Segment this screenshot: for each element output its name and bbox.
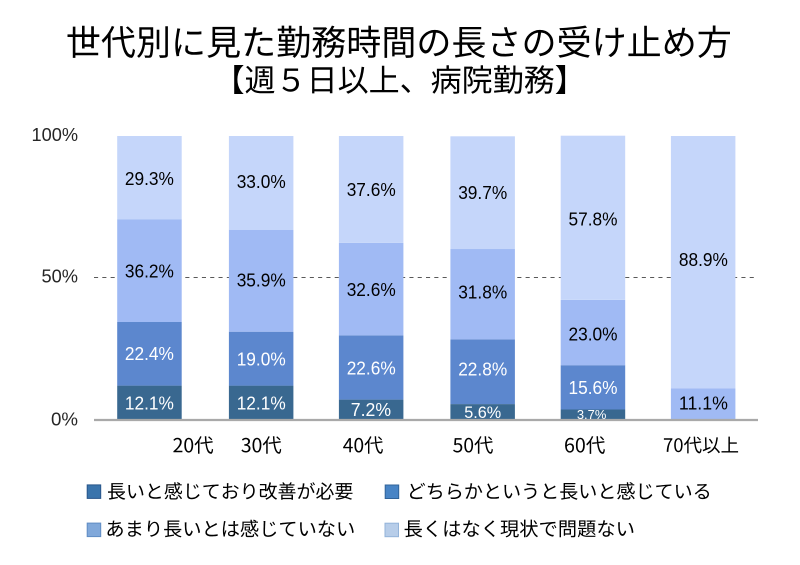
- svg-text:57.8%: 57.8%: [569, 209, 618, 230]
- svg-text:29.3%: 29.3%: [125, 168, 174, 189]
- svg-text:5.6%: 5.6%: [464, 404, 501, 422]
- svg-text:31.8%: 31.8%: [458, 281, 507, 302]
- svg-text:33.0%: 33.0%: [237, 171, 286, 192]
- svg-text:0%: 0%: [51, 409, 78, 430]
- svg-text:50%: 50%: [42, 266, 79, 287]
- svg-text:22.6%: 22.6%: [347, 357, 396, 378]
- svg-text:7.2%: 7.2%: [351, 399, 391, 420]
- svg-text:39.7%: 39.7%: [458, 182, 507, 203]
- svg-text:37.6%: 37.6%: [347, 179, 396, 200]
- svg-text:11.1%: 11.1%: [679, 393, 728, 414]
- svg-text:32.6%: 32.6%: [347, 279, 396, 300]
- svg-text:35.9%: 35.9%: [237, 270, 286, 291]
- svg-text:12.1%: 12.1%: [237, 393, 286, 414]
- svg-text:22.4%: 22.4%: [125, 343, 174, 364]
- svg-text:36.2%: 36.2%: [125, 260, 174, 281]
- svg-text:23.0%: 23.0%: [569, 323, 618, 344]
- svg-text:15.6%: 15.6%: [569, 377, 618, 398]
- svg-text:3.7%: 3.7%: [577, 407, 607, 422]
- svg-text:19.0%: 19.0%: [237, 349, 286, 370]
- svg-text:22.8%: 22.8%: [458, 358, 507, 379]
- svg-text:12.1%: 12.1%: [125, 393, 174, 414]
- svg-text:100%: 100%: [32, 124, 79, 145]
- svg-text:88.9%: 88.9%: [679, 249, 728, 270]
